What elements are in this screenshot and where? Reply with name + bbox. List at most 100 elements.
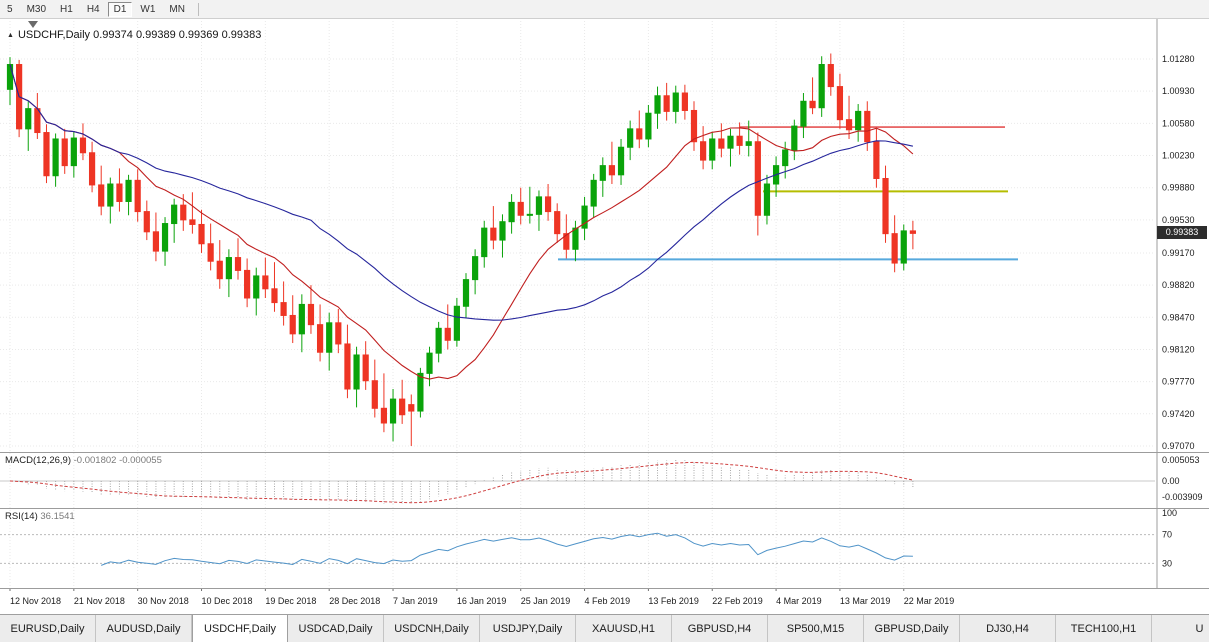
candle	[389, 388, 397, 442]
candle	[809, 77, 816, 115]
tab-usdchf-daily[interactable]: USDCHF,Daily	[192, 615, 288, 642]
candle	[70, 131, 77, 178]
candle	[25, 101, 32, 151]
tab-sp500-m15[interactable]: SP500,M15	[768, 615, 864, 642]
date-axis-label: 22 Mar 2019	[904, 596, 955, 606]
candle	[590, 173, 597, 219]
candle	[654, 86, 661, 129]
date-axis-label: 25 Jan 2019	[521, 596, 571, 606]
candle	[681, 84, 688, 120]
timeframe-button-d1[interactable]: D1	[107, 1, 133, 17]
tab-u[interactable]: U	[1152, 615, 1209, 642]
candle	[399, 379, 406, 424]
candle	[16, 59, 23, 138]
timeframe-button-5[interactable]: 5	[1, 2, 19, 17]
candle	[216, 240, 223, 289]
rsi-indicator-value: 36.1541	[40, 511, 75, 522]
tab-eurusd-daily[interactable]: EURUSD,Daily	[0, 615, 96, 642]
timeframe-toolbar: 5 M30 H1 H4 D1 W1 MN	[0, 0, 1209, 19]
timeframe-button-h1[interactable]: H1	[54, 2, 79, 17]
chart-shift-marker-icon[interactable]	[28, 21, 38, 28]
current-price-badge: 0.99383	[1157, 226, 1207, 240]
candle	[526, 186, 533, 224]
candle	[189, 192, 196, 234]
candle	[727, 128, 734, 167]
timeframe-button-w1[interactable]: W1	[134, 2, 161, 17]
macd-signal-line	[9, 461, 914, 504]
ma-fast-line	[9, 64, 914, 380]
candle	[52, 133, 59, 187]
candle	[371, 359, 378, 418]
price-axis-label: 0.98470	[1162, 312, 1195, 322]
candle	[134, 169, 141, 222]
tab-xauusd-h1[interactable]: XAUUSD,H1	[576, 615, 672, 642]
candle	[435, 321, 442, 363]
tab-dj30-h4[interactable]: DJ30,H4	[960, 615, 1056, 642]
candle	[517, 187, 524, 225]
candle	[845, 95, 853, 139]
panel-separators[interactable]	[0, 18, 1209, 589]
candle	[307, 285, 315, 334]
candle	[362, 341, 369, 390]
tab-gbpusd-daily[interactable]: GBPUSD,Daily	[864, 615, 960, 642]
tab-usdcnh-daily[interactable]: USDCNH,Daily	[384, 615, 480, 642]
date-axis-label: 28 Dec 2018	[329, 596, 380, 606]
tab-usdjpy-daily[interactable]: USDJPY,Daily	[480, 615, 576, 642]
date-axis-label: 12 Nov 2018	[10, 596, 61, 606]
candle	[417, 367, 424, 418]
rsi-axis-label: 30	[1162, 558, 1172, 568]
macd-indicator-label: MACD(12,26,9) -0.001802 -0.000055	[5, 455, 162, 466]
candle	[353, 346, 360, 408]
timeframe-button-h4[interactable]: H4	[81, 2, 106, 17]
candle	[234, 238, 242, 280]
price-axis-label: 1.00580	[1162, 118, 1195, 128]
price-axis-label: 0.97070	[1162, 441, 1195, 451]
candle	[782, 141, 789, 179]
candle	[161, 217, 169, 266]
timeframe-button-mn[interactable]: MN	[163, 2, 191, 17]
rsi-axis-label: 70	[1162, 530, 1172, 540]
tab-usdcad-daily[interactable]: USDCAD,Daily	[288, 615, 384, 642]
candle	[836, 73, 844, 129]
candle	[891, 215, 898, 273]
candle	[554, 203, 561, 243]
price-axis-label: 1.00230	[1162, 151, 1195, 161]
symbol-tab-bar: EURUSD,Daily AUDUSD,Daily USDCHF,Daily USDC…	[0, 614, 1209, 642]
timeframe-button-m30[interactable]: M30	[21, 2, 52, 17]
candle	[572, 220, 579, 262]
candle	[499, 214, 506, 258]
candle	[909, 220, 916, 250]
candle	[827, 53, 834, 96]
tab-tech100-h1[interactable]: TECH100,H1	[1056, 615, 1152, 642]
macd-axis-label: -0.003909	[1162, 492, 1203, 502]
macd-indicator-values: -0.001802 -0.000055	[73, 455, 162, 466]
candle	[152, 212, 160, 262]
candle	[745, 120, 752, 157]
horizontal-level-lines[interactable]	[558, 126, 1018, 261]
candle	[335, 309, 342, 354]
price-axis-label: 0.98120	[1162, 344, 1195, 354]
candle	[608, 141, 616, 185]
candle	[34, 93, 41, 139]
price-axis-label: 0.99880	[1162, 183, 1195, 193]
tab-audusd-daily[interactable]: AUDUSD,Daily	[96, 615, 192, 642]
rsi-axis-label: 100	[1162, 508, 1177, 518]
candle	[107, 177, 114, 224]
one-click-trading-icon[interactable]: ▲	[7, 32, 14, 39]
candle	[453, 297, 460, 347]
chart-canvas[interactable]: 1.01280 1.00930 1.00580 1.00230 0.99880 0.995…	[0, 0, 1209, 614]
date-axis-label: 10 Dec 2018	[202, 596, 253, 606]
date-axis-label: 13 Mar 2019	[840, 596, 891, 606]
toolbar-separator	[197, 2, 199, 16]
chart-symbol-label: USDCHF,Daily	[17, 29, 91, 41]
rsi-line	[101, 532, 913, 566]
ma-slow-line	[9, 64, 914, 321]
candle	[709, 131, 716, 170]
rsi-panel	[0, 532, 1155, 566]
candle	[754, 132, 761, 236]
candles-layer	[6, 53, 916, 446]
tab-gbpusd-h4[interactable]: GBPUSD,H4	[672, 615, 768, 642]
candle	[344, 324, 351, 399]
candle	[481, 220, 488, 268]
